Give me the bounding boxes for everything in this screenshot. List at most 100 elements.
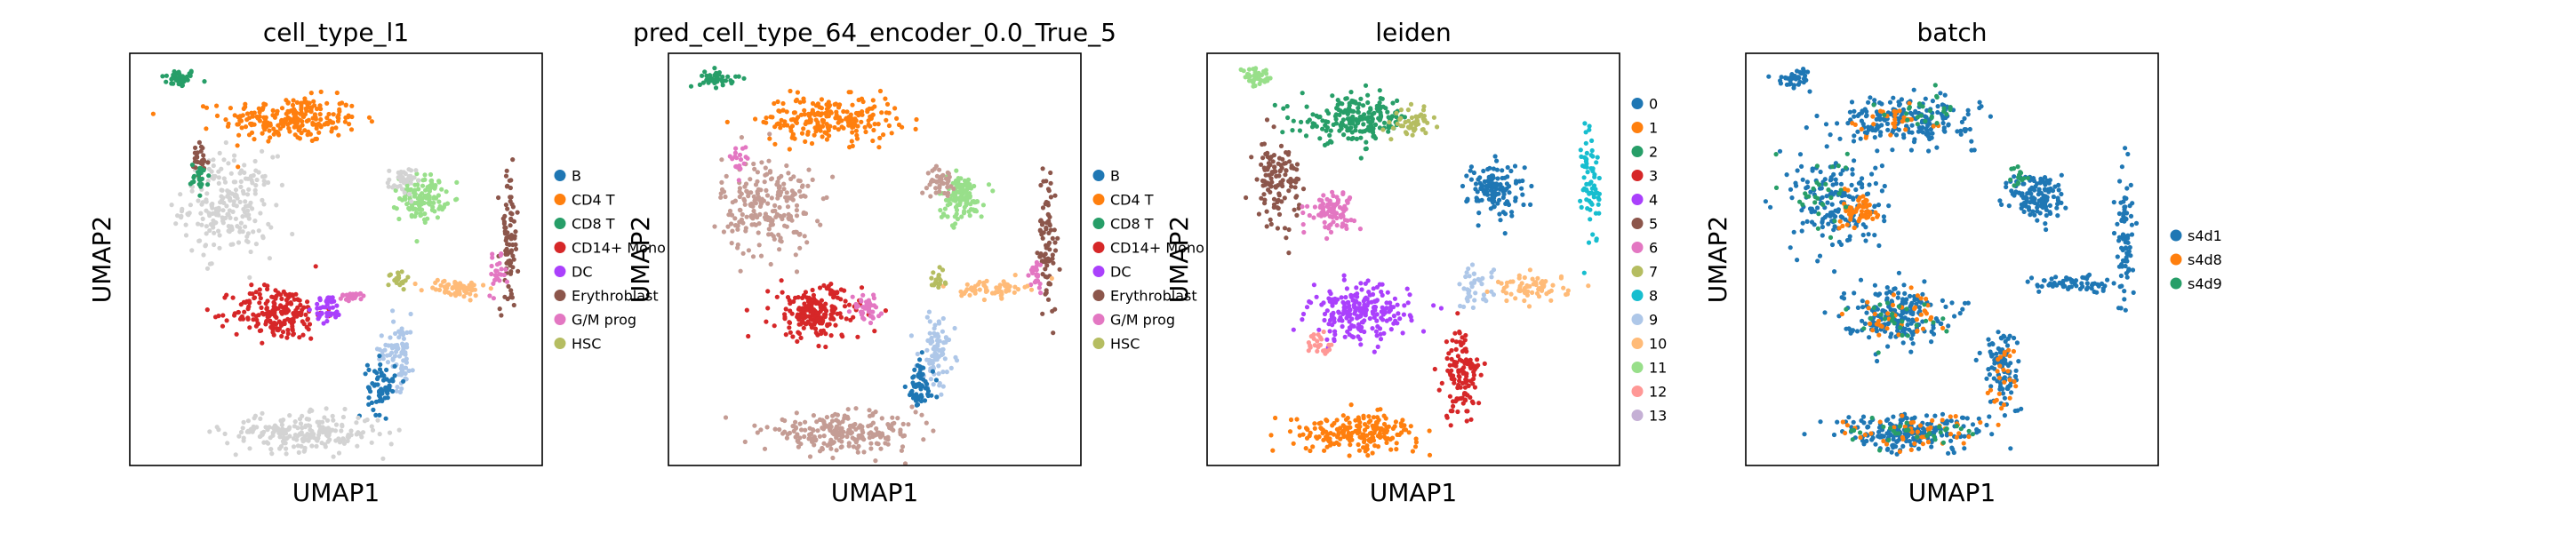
scatter-point: [845, 407, 851, 412]
scatter-point: [261, 202, 267, 207]
scatter-point: [396, 216, 402, 222]
scatter-point: [799, 427, 804, 433]
scatter-point: [790, 193, 796, 198]
scatter-point: [1378, 96, 1383, 101]
scatter-point: [1503, 290, 1509, 296]
scatter-point: [942, 356, 948, 362]
scatter-point: [812, 132, 817, 138]
scatter-point: [1291, 165, 1297, 171]
scatter-point: [819, 330, 824, 337]
scatter-point: [879, 110, 884, 115]
scatter-point: [515, 210, 520, 215]
scatter-point: [1360, 310, 1365, 315]
scatter-point: [1340, 413, 1346, 418]
scatter-point: [1799, 163, 1804, 169]
scatter-point: [209, 202, 214, 207]
scatter-point: [1354, 136, 1359, 141]
scatter-point: [308, 424, 313, 429]
scatter-point: [187, 71, 192, 76]
scatter-point: [1486, 174, 1492, 179]
scatter-point: [740, 220, 746, 226]
scatter-point: [1330, 214, 1335, 220]
scatter-point: [765, 306, 771, 311]
scatter-point: [374, 370, 380, 376]
scatter-point: [1529, 183, 1534, 189]
scatter-point: [243, 224, 248, 229]
scatter-point: [1324, 308, 1330, 314]
scatter-point: [1837, 219, 1843, 224]
scatter-point: [291, 444, 297, 449]
scatter-point: [398, 372, 404, 378]
scatter-point: [838, 297, 844, 302]
scatter-point: [919, 412, 924, 418]
scatter-point: [1284, 235, 1289, 241]
scatter-point: [1773, 185, 1780, 190]
scatter-point: [1291, 327, 1296, 332]
scatter-point: [751, 161, 756, 167]
scatter-point: [944, 336, 949, 341]
scatter-point: [1246, 67, 1252, 72]
scatter-point: [1521, 202, 1526, 208]
scatter-point: [1534, 290, 1540, 296]
scatter-point: [1351, 108, 1356, 114]
scatter-point: [746, 333, 751, 339]
scatter-point: [1851, 196, 1856, 202]
scatter-point: [169, 76, 174, 82]
scatter-point: [330, 427, 335, 433]
scatter-point: [1513, 195, 1518, 201]
scatter-point: [899, 448, 905, 453]
scatter-point: [1377, 282, 1382, 287]
scatter-point: [1454, 396, 1460, 402]
scatter-point: [232, 113, 237, 118]
scatter-point: [1778, 81, 1783, 86]
scatter-point: [1347, 453, 1352, 458]
scatter-point: [737, 186, 743, 191]
scatter-point: [981, 282, 987, 288]
scatter-point: [830, 413, 836, 418]
scatter-point: [342, 406, 348, 412]
scatter-point: [845, 115, 851, 121]
scatter-point: [1290, 128, 1295, 133]
scatter-point: [803, 427, 808, 433]
legend-marker: [1092, 314, 1105, 325]
scatter-point: [1028, 287, 1035, 292]
scatter-point: [860, 99, 866, 105]
scatter-point: [1457, 282, 1462, 287]
scatter-point: [1864, 203, 1869, 210]
scatter-point: [512, 234, 517, 239]
scatter-point: [396, 427, 402, 433]
scatter-point: [763, 165, 768, 171]
scatter-point: [805, 303, 811, 308]
scatter-point: [1942, 92, 1948, 98]
scatter-point: [1370, 112, 1375, 117]
scatter-point: [1280, 130, 1285, 135]
scatter-point: [1455, 354, 1460, 359]
scatter-point: [1907, 100, 1912, 106]
scatter-point: [301, 437, 307, 443]
scatter-point: [1561, 285, 1566, 290]
scatter-point: [1804, 219, 1810, 224]
legend-label: CD14+ Mono: [572, 240, 666, 257]
scatter-point: [846, 309, 852, 314]
scatter-point: [1799, 208, 1804, 213]
scatter-point: [876, 145, 882, 150]
scatter-point: [954, 182, 959, 187]
scatter-point: [1463, 274, 1468, 280]
scatter-point: [1330, 93, 1335, 99]
scatter-point: [1489, 274, 1494, 280]
scatter-point: [315, 301, 320, 306]
scatter-point: [221, 176, 227, 181]
legend-label: B: [572, 168, 581, 185]
scatter-point: [1965, 107, 1971, 113]
scatter-point: [324, 314, 330, 319]
scatter-point: [1917, 103, 1923, 108]
scatter-point: [1342, 424, 1348, 430]
scatter-point: [862, 124, 868, 130]
scatter-point: [314, 136, 319, 141]
scatter-point: [719, 179, 724, 185]
scatter-point: [491, 296, 497, 301]
scatter-point: [1527, 283, 1532, 289]
scatter-point: [1860, 185, 1865, 190]
scatter-point: [833, 322, 838, 328]
scatter-point: [740, 146, 746, 151]
